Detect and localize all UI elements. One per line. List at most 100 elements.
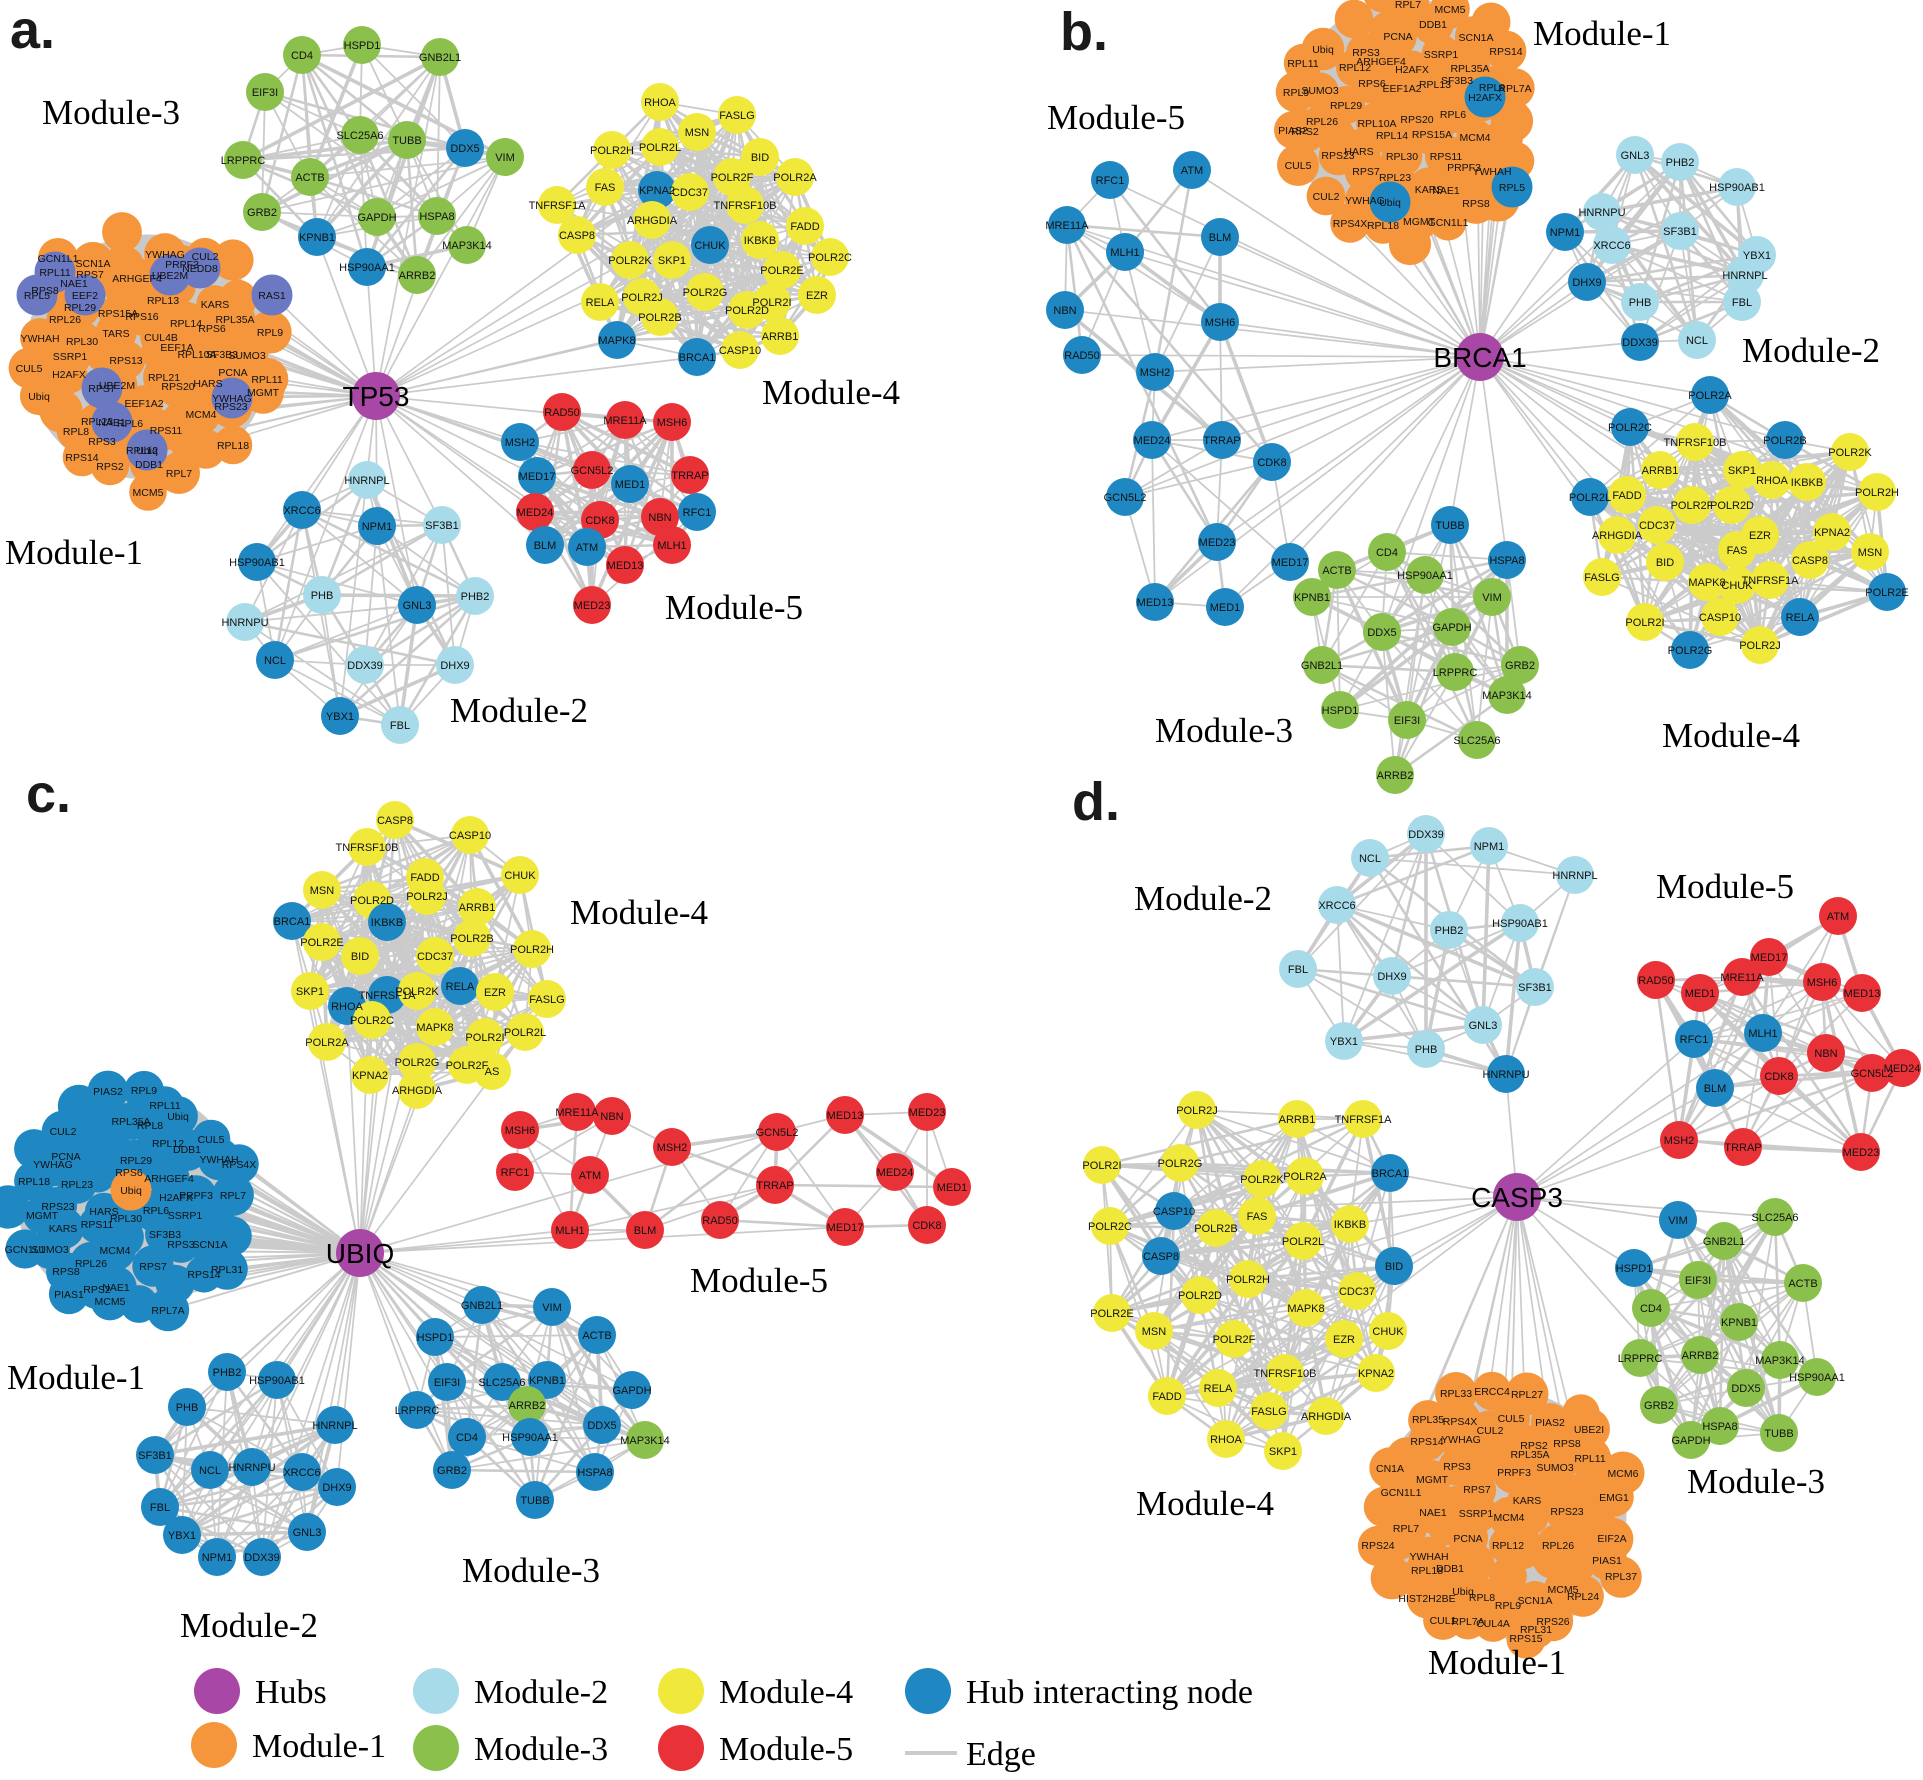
svg-text:RPS11: RPS11	[1430, 151, 1463, 163]
svg-text:SF3B3: SF3B3	[206, 349, 238, 361]
svg-text:GRB2: GRB2	[1644, 1400, 1674, 1412]
svg-text:POLR2B: POLR2B	[638, 312, 681, 324]
svg-text:SF3B1: SF3B1	[1663, 226, 1697, 238]
svg-text:HSP90AA1: HSP90AA1	[339, 262, 395, 274]
svg-text:MRE11A: MRE11A	[1045, 220, 1089, 232]
svg-text:SF3B1: SF3B1	[1518, 982, 1552, 994]
svg-text:RPS3: RPS3	[1443, 1461, 1471, 1473]
svg-text:RPS16: RPS16	[125, 311, 158, 323]
svg-text:SF3B3: SF3B3	[1441, 75, 1473, 87]
svg-text:MAP3K14: MAP3K14	[620, 1435, 670, 1447]
svg-text:CASP10: CASP10	[1153, 1206, 1195, 1218]
svg-text:SCN1A: SCN1A	[192, 1239, 227, 1251]
svg-text:BID: BID	[351, 951, 369, 963]
svg-text:RPL18: RPL18	[217, 440, 249, 452]
svg-text:HNRNPL: HNRNPL	[1552, 870, 1597, 882]
svg-text:PRPF3: PRPF3	[1497, 1467, 1531, 1479]
svg-text:RPS7: RPS7	[1352, 166, 1380, 178]
svg-text:CD4: CD4	[1376, 547, 1398, 559]
svg-text:POLR2J: POLR2J	[621, 292, 663, 304]
svg-text:CDK8: CDK8	[912, 1220, 941, 1232]
svg-text:RPS7: RPS7	[76, 269, 104, 281]
svg-text:BLM: BLM	[1704, 1083, 1727, 1095]
svg-text:MED17: MED17	[827, 1222, 864, 1234]
svg-text:HSPD1: HSPD1	[1616, 1263, 1653, 1275]
svg-text:Ubiq: Ubiq	[1312, 44, 1334, 56]
svg-text:CD4: CD4	[1640, 1303, 1662, 1315]
svg-text:GAPDH: GAPDH	[357, 212, 396, 224]
svg-text:CDC37: CDC37	[1339, 1286, 1375, 1298]
svg-text:KARS: KARS	[1415, 184, 1444, 196]
svg-text:Module-5: Module-5	[1047, 98, 1185, 137]
svg-text:RPS23: RPS23	[1321, 150, 1354, 162]
svg-text:RPL26: RPL26	[1542, 1540, 1574, 1552]
svg-text:TNFRSF1A: TNFRSF1A	[529, 200, 587, 212]
svg-text:RPL29: RPL29	[64, 302, 96, 314]
svg-text:RPL7A: RPL7A	[151, 1305, 184, 1317]
svg-text:FASLG: FASLG	[529, 994, 564, 1006]
svg-text:DHX9: DHX9	[1572, 277, 1601, 289]
svg-text:RPS20: RPS20	[1400, 114, 1433, 126]
svg-text:HARS: HARS	[89, 1206, 118, 1218]
svg-text:TNFRSF1A: TNFRSF1A	[359, 990, 417, 1002]
svg-text:MGMT: MGMT	[1403, 216, 1436, 228]
svg-text:RELA: RELA	[1204, 1383, 1233, 1395]
svg-text:BID: BID	[751, 152, 769, 164]
svg-text:RPL35: RPL35	[1412, 1414, 1444, 1426]
svg-text:RPL13: RPL13	[1419, 79, 1451, 91]
svg-text:Module-5: Module-5	[690, 1261, 828, 1300]
svg-text:EZR: EZR	[806, 290, 828, 302]
svg-text:UBIQ: UBIQ	[326, 1238, 394, 1269]
svg-text:DDB1: DDB1	[173, 1144, 201, 1156]
svg-text:PCNA: PCNA	[1453, 1533, 1482, 1545]
svg-text:GCN1L1: GCN1L1	[1428, 217, 1469, 229]
svg-text:EZR: EZR	[484, 987, 506, 999]
svg-text:RPL6: RPL6	[143, 1205, 169, 1217]
svg-text:ATM: ATM	[1827, 911, 1849, 923]
svg-text:RPL37: RPL37	[1605, 1571, 1637, 1583]
svg-text:MSH2: MSH2	[1140, 367, 1171, 379]
svg-text:YWHAG: YWHAG	[33, 1159, 73, 1171]
svg-text:PRPF3: PRPF3	[1447, 162, 1481, 174]
svg-text:HNRNPL: HNRNPL	[312, 1420, 357, 1432]
svg-text:MSN: MSN	[685, 127, 710, 139]
svg-text:SLC25A6: SLC25A6	[1453, 735, 1500, 747]
svg-text:POLR2C: POLR2C	[1088, 1221, 1132, 1233]
svg-text:RPS23: RPS23	[1550, 1506, 1583, 1518]
svg-text:RPS6: RPS6	[115, 1167, 143, 1179]
svg-text:PHB: PHB	[1415, 1044, 1438, 1056]
svg-text:PIAS1: PIAS1	[1592, 1555, 1622, 1567]
svg-text:Module-2: Module-2	[474, 1674, 608, 1711]
svg-text:YWHAH: YWHAH	[20, 333, 59, 345]
svg-text:MSH2: MSH2	[1664, 1135, 1695, 1147]
svg-text:GCN1L1: GCN1L1	[38, 253, 79, 265]
svg-text:RPL7: RPL7	[220, 1190, 246, 1202]
svg-text:Ubiq: Ubiq	[1379, 197, 1401, 209]
svg-text:CUL2: CUL2	[1477, 1425, 1504, 1437]
svg-text:RPL30: RPL30	[1386, 151, 1418, 163]
svg-text:GNL3: GNL3	[293, 1527, 322, 1539]
svg-text:TUBB: TUBB	[1764, 1428, 1793, 1440]
svg-text:RPS15A: RPS15A	[1412, 129, 1452, 141]
svg-text:RPL5: RPL5	[24, 290, 50, 302]
svg-text:RPL35A: RPL35A	[111, 1116, 150, 1128]
svg-text:Module-2: Module-2	[180, 1606, 318, 1645]
svg-text:LRPPRC: LRPPRC	[1618, 1353, 1663, 1365]
svg-text:RPS8: RPS8	[1462, 198, 1490, 210]
svg-text:DDX5: DDX5	[1367, 627, 1396, 639]
svg-text:SSRP1: SSRP1	[1459, 1508, 1494, 1520]
svg-text:ARHGEF4: ARHGEF4	[112, 273, 162, 285]
svg-text:HSPD1: HSPD1	[417, 1332, 454, 1344]
svg-text:RPS7: RPS7	[88, 383, 116, 395]
svg-text:LRPPRC: LRPPRC	[395, 1405, 440, 1417]
svg-text:PCNA: PCNA	[51, 1151, 80, 1163]
svg-text:MSH6: MSH6	[1205, 317, 1236, 329]
svg-text:HSP90AB1: HSP90AB1	[1492, 918, 1548, 930]
svg-text:RPS11: RPS11	[150, 425, 183, 437]
svg-text:XRCC6: XRCC6	[283, 505, 320, 517]
svg-text:POLR2I: POLR2I	[465, 1032, 504, 1044]
svg-text:POLR2J: POLR2J	[406, 891, 448, 903]
svg-text:MCM4: MCM4	[186, 409, 217, 421]
svg-text:HSPD1: HSPD1	[344, 40, 381, 52]
svg-text:RPS26: RPS26	[1536, 1616, 1569, 1628]
